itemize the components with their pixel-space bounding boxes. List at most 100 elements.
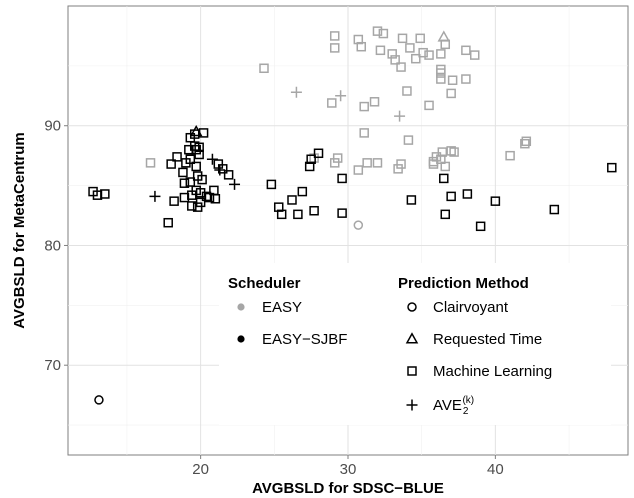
- square-point: [446, 146, 456, 156]
- x-tick-label: 20: [192, 461, 209, 478]
- plus-point: [229, 178, 241, 190]
- legend-label-method: Clairvoyant: [433, 299, 509, 316]
- square-point: [329, 31, 340, 41]
- square-point: [461, 74, 471, 84]
- square-point: [210, 194, 221, 204]
- square-point: [329, 158, 340, 168]
- square-point: [191, 144, 201, 155]
- square-point: [436, 49, 446, 59]
- square-point: [353, 165, 364, 175]
- square-point: [163, 217, 173, 228]
- square-point: [185, 154, 196, 165]
- square-point: [415, 33, 425, 44]
- square-point: [356, 41, 367, 52]
- square-point: [327, 98, 337, 108]
- y-tick-label: 70: [44, 357, 61, 374]
- square-point: [396, 159, 406, 169]
- square-point: [461, 45, 471, 56]
- square-point: [406, 195, 417, 205]
- plus-point: [290, 86, 302, 98]
- square-point: [179, 178, 190, 188]
- square-point: [304, 161, 315, 172]
- square-point: [446, 88, 456, 99]
- square-point: [449, 147, 459, 157]
- circle-point: [94, 395, 104, 405]
- square-point: [440, 209, 451, 220]
- plus-point: [206, 153, 218, 165]
- square-point: [194, 149, 204, 160]
- legend-method-entries: Clairvoyant Requested Time Machine Learnin…: [405, 299, 552, 417]
- square-point: [293, 209, 303, 220]
- square-point: [223, 170, 234, 180]
- plus-point: [394, 110, 406, 122]
- legend-key-triangle-icon: [405, 332, 419, 344]
- square-point: [369, 97, 380, 107]
- square-point: [337, 173, 347, 184]
- legend-key-circle-icon: [407, 302, 417, 312]
- square-point: [436, 68, 446, 78]
- square-point: [411, 53, 421, 64]
- square-point: [402, 86, 412, 96]
- square-point: [549, 204, 560, 215]
- plus-point: [149, 190, 161, 202]
- square-point: [372, 158, 383, 168]
- plus-point: [214, 164, 226, 176]
- square-point: [428, 159, 439, 169]
- square-point: [172, 152, 182, 162]
- square-point: [217, 164, 228, 174]
- legend-label-subscript: 2: [463, 406, 469, 417]
- x-axis-title: AVGBSLD for SDSC−BLUE: [252, 480, 444, 497]
- legend-label-text: Machine Learning: [433, 363, 552, 380]
- legend-label-text: AVE: [433, 397, 462, 414]
- legend-label-method: Requested Time: [433, 331, 542, 348]
- legend-title-prediction-method: Prediction Method: [398, 275, 529, 292]
- y-axis: 70 80 90: [44, 118, 68, 374]
- square-point: [194, 142, 204, 153]
- legend-title-scheduler: Scheduler: [228, 275, 301, 292]
- square-point: [276, 209, 287, 220]
- square-point: [191, 161, 201, 172]
- square-point: [520, 138, 530, 149]
- square-point: [521, 136, 532, 147]
- square-point: [187, 201, 197, 211]
- square-point: [397, 33, 408, 44]
- square-point: [446, 191, 456, 202]
- square-point: [387, 49, 397, 59]
- square-point: [309, 205, 319, 216]
- square-point: [396, 62, 406, 72]
- square-point: [505, 150, 515, 161]
- legend-key-dot: [237, 335, 245, 343]
- legend-key-plus-icon: [406, 399, 418, 411]
- x-tick-label: 30: [340, 461, 357, 478]
- square-point: [306, 154, 316, 165]
- square-point: [145, 158, 156, 168]
- square-point: [393, 164, 403, 174]
- legend-key-dot: [237, 303, 245, 311]
- square-point: [359, 128, 369, 138]
- circle-point: [353, 220, 364, 230]
- square-point: [197, 174, 207, 185]
- square-point: [490, 196, 501, 206]
- y-tick-label: 90: [44, 118, 61, 135]
- square-point: [192, 202, 203, 212]
- square-point: [166, 159, 176, 169]
- x-tick-label: 40: [487, 461, 504, 478]
- legend-label-superscript: (k): [462, 395, 474, 406]
- square-point: [297, 186, 308, 197]
- square-point: [198, 128, 209, 138]
- square-point: [607, 162, 617, 173]
- square-point: [313, 148, 324, 159]
- square-point: [100, 189, 110, 199]
- plus-point: [335, 90, 347, 102]
- legend-label-scheduler: EASY−SJBF: [262, 331, 347, 348]
- square-point: [375, 45, 386, 56]
- legend: Scheduler Prediction Method EASY EASY−SJB…: [219, 263, 611, 425]
- square-point: [185, 177, 196, 187]
- legend-key-square-icon: [407, 366, 417, 376]
- square-point: [378, 28, 389, 39]
- square-point: [462, 189, 473, 199]
- square-point: [362, 158, 372, 168]
- legend-label-text: Clairvoyant: [433, 299, 509, 316]
- legend-background: [219, 263, 611, 425]
